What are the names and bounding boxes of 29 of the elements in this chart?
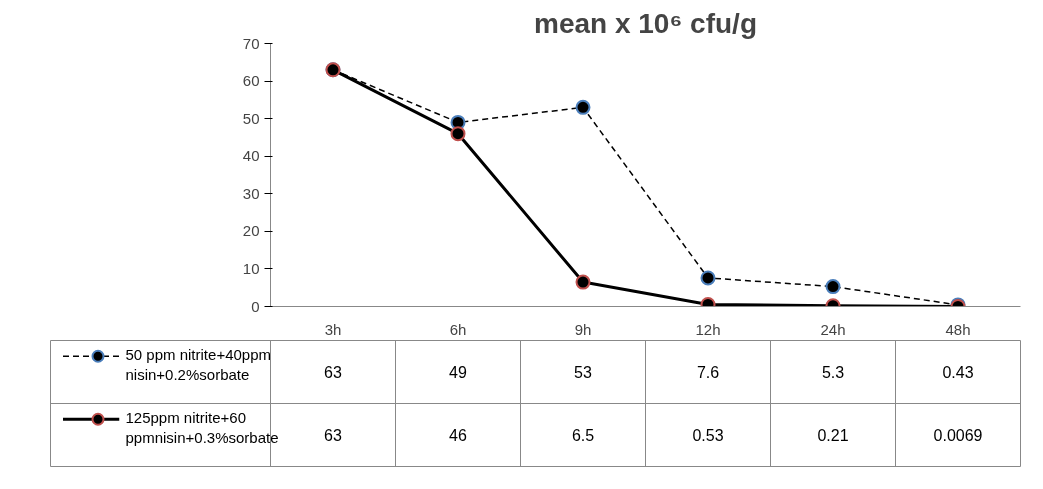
y-tick-label: 30: [242, 184, 260, 202]
legend-label: 50 ppm nitrite+40ppm nisin+0.2%sorbate: [125, 345, 272, 383]
y-tick-label: 50: [242, 109, 260, 127]
data-label: 63: [324, 364, 342, 381]
data-label: 46: [449, 427, 467, 444]
data-label: 63: [324, 427, 342, 444]
data-label: 5.3: [821, 364, 845, 381]
data-label: 0.21: [817, 427, 849, 444]
y-tick-label: 10: [242, 259, 260, 277]
y-tick-label: 40: [242, 147, 260, 165]
y-tick-label: 60: [242, 72, 260, 90]
data-label: 49: [449, 364, 467, 381]
y-tick-label: 0: [251, 297, 260, 315]
legend-label: 125ppm nitrite+60 ppmnisin+0.3%sorbate: [125, 408, 279, 446]
x-tick-label: 24h: [820, 320, 846, 338]
x-tick-label: 9h: [574, 320, 592, 338]
data-label: 53: [574, 364, 592, 381]
chart-title: mean x 10⁶ cfu/g: [534, 7, 757, 39]
data-label: 0.0069: [933, 427, 983, 444]
x-tick-label: 3h: [324, 320, 342, 338]
x-tick-label: 12h: [695, 320, 721, 338]
y-tick-label: 70: [242, 34, 260, 52]
x-tick-label: 6h: [449, 320, 467, 338]
x-tick-label: 48h: [945, 320, 971, 338]
y-tick-label: 20: [242, 222, 260, 240]
data-label: 0.53: [692, 427, 724, 444]
data-label: 7.6: [696, 364, 720, 381]
data-label: 6.5: [571, 427, 595, 444]
data-label: 0.43: [942, 364, 974, 381]
